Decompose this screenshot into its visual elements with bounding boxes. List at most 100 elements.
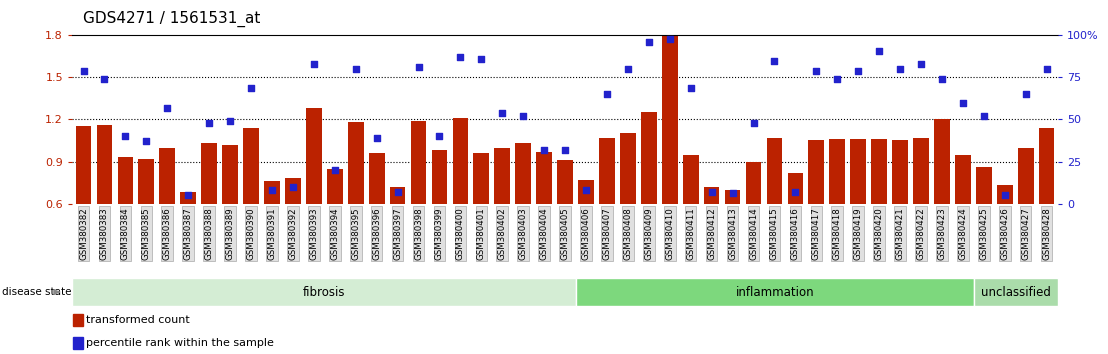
Text: GSM380394: GSM380394 [330, 207, 339, 260]
Bar [620, 133, 636, 204]
Point [850, 68, 868, 74]
Point [305, 61, 322, 67]
Point [201, 120, 218, 126]
Text: GSM380413: GSM380413 [728, 207, 737, 260]
Bar [661, 35, 678, 204]
Text: GSM380403: GSM380403 [519, 207, 527, 260]
Text: GSM380409: GSM380409 [645, 207, 654, 260]
Bar [830, 139, 845, 204]
Bar [557, 160, 573, 204]
Bar [746, 161, 761, 204]
Text: unclassified: unclassified [982, 286, 1051, 298]
Bar [369, 153, 384, 204]
Bar [704, 187, 719, 204]
Point [535, 147, 553, 153]
Bar [160, 148, 175, 204]
Bar [96, 125, 112, 204]
Text: percentile rank within the sample: percentile rank within the sample [86, 338, 275, 348]
Text: GSM380402: GSM380402 [497, 207, 506, 260]
Bar [725, 189, 740, 204]
Point [766, 58, 783, 63]
Text: GSM380412: GSM380412 [707, 207, 716, 260]
Point [787, 189, 804, 195]
Point [577, 187, 595, 193]
Point [137, 138, 155, 144]
Bar [285, 178, 300, 204]
Point [347, 66, 365, 72]
Point [74, 68, 92, 74]
Text: GSM380419: GSM380419 [853, 207, 863, 260]
Text: GSM380414: GSM380414 [749, 207, 758, 260]
Text: GSM380383: GSM380383 [100, 207, 109, 260]
FancyBboxPatch shape [974, 278, 1058, 306]
Text: GSM380397: GSM380397 [393, 207, 402, 260]
Bar [432, 150, 448, 204]
Point [452, 55, 470, 60]
Text: GSM380415: GSM380415 [770, 207, 779, 260]
Text: transformed count: transformed count [86, 315, 191, 325]
Text: GSM380396: GSM380396 [372, 207, 381, 260]
Text: GSM380388: GSM380388 [205, 207, 214, 260]
Bar [73, 314, 82, 326]
Point [681, 85, 699, 90]
Text: GSM380395: GSM380395 [351, 207, 360, 260]
Bar [934, 120, 950, 204]
Point [493, 110, 511, 115]
Point [284, 184, 301, 190]
Bar [809, 141, 824, 204]
Text: GSM380425: GSM380425 [979, 207, 988, 260]
Text: GSM380418: GSM380418 [833, 207, 842, 260]
Text: GSM380399: GSM380399 [435, 207, 444, 260]
Text: GSM380406: GSM380406 [582, 207, 591, 260]
Point [116, 133, 134, 139]
Bar [117, 157, 133, 204]
Bar [181, 192, 196, 204]
FancyBboxPatch shape [575, 278, 974, 306]
Point [702, 189, 720, 195]
Point [1038, 66, 1056, 72]
Point [660, 36, 678, 41]
Text: GSM380401: GSM380401 [476, 207, 485, 260]
Text: GSM380392: GSM380392 [288, 207, 297, 260]
Point [263, 187, 280, 193]
Point [975, 113, 993, 119]
Text: GSM380390: GSM380390 [246, 207, 256, 260]
Bar [767, 138, 782, 204]
Point [745, 120, 762, 126]
Bar [1039, 128, 1055, 204]
Text: GSM380424: GSM380424 [958, 207, 967, 260]
Point [222, 118, 239, 124]
Bar [1018, 148, 1034, 204]
Text: fibrosis: fibrosis [302, 286, 345, 298]
Point [326, 167, 343, 173]
Text: GSM380398: GSM380398 [414, 207, 423, 260]
Text: GSM380391: GSM380391 [267, 207, 277, 260]
Point [933, 76, 951, 82]
Text: GSM380427: GSM380427 [1022, 207, 1030, 260]
Text: disease state: disease state [2, 287, 72, 297]
Bar [73, 337, 82, 349]
Text: GSM380426: GSM380426 [1001, 207, 1009, 260]
Point [243, 85, 260, 90]
Text: GSM380382: GSM380382 [79, 207, 88, 260]
Bar [871, 139, 888, 204]
Bar [515, 143, 531, 204]
Bar [473, 153, 490, 204]
Bar [452, 118, 469, 204]
Text: GSM380410: GSM380410 [665, 207, 675, 260]
FancyBboxPatch shape [72, 278, 575, 306]
Bar [243, 128, 259, 204]
Text: GSM380404: GSM380404 [540, 207, 548, 260]
Text: GSM380407: GSM380407 [603, 207, 612, 260]
Text: GDS4271 / 1561531_at: GDS4271 / 1561531_at [83, 11, 260, 27]
Bar [202, 143, 217, 204]
Text: GSM380393: GSM380393 [309, 207, 318, 260]
Text: GSM380384: GSM380384 [121, 207, 130, 260]
Point [410, 64, 428, 70]
Bar [578, 180, 594, 204]
Point [368, 135, 386, 141]
Point [1017, 91, 1035, 97]
Point [472, 56, 490, 62]
Text: GSM380416: GSM380416 [791, 207, 800, 260]
Point [954, 100, 972, 105]
